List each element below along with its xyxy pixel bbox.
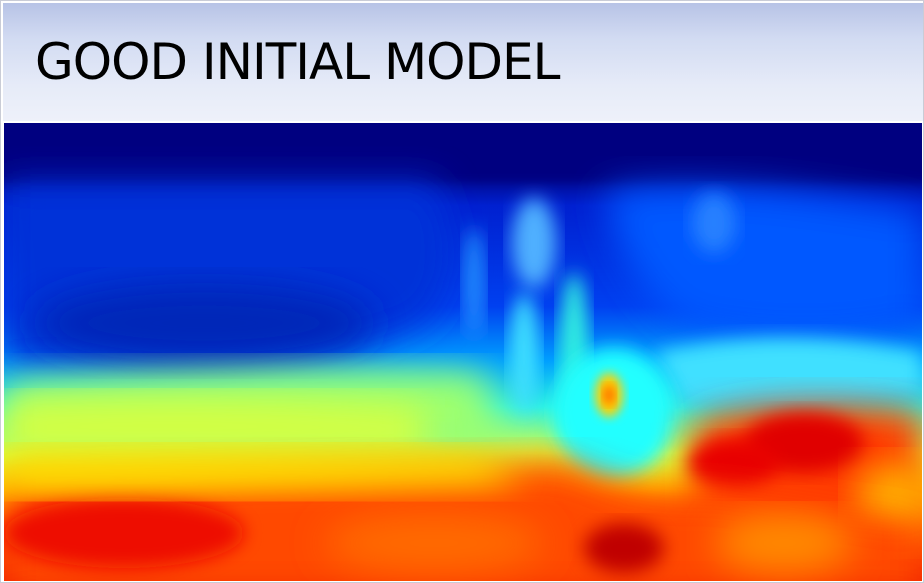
velocity-model-image xyxy=(4,123,922,581)
title-bar: GOOD INITIAL MODEL xyxy=(3,3,923,121)
slide-title: GOOD INITIAL MODEL xyxy=(35,33,560,91)
